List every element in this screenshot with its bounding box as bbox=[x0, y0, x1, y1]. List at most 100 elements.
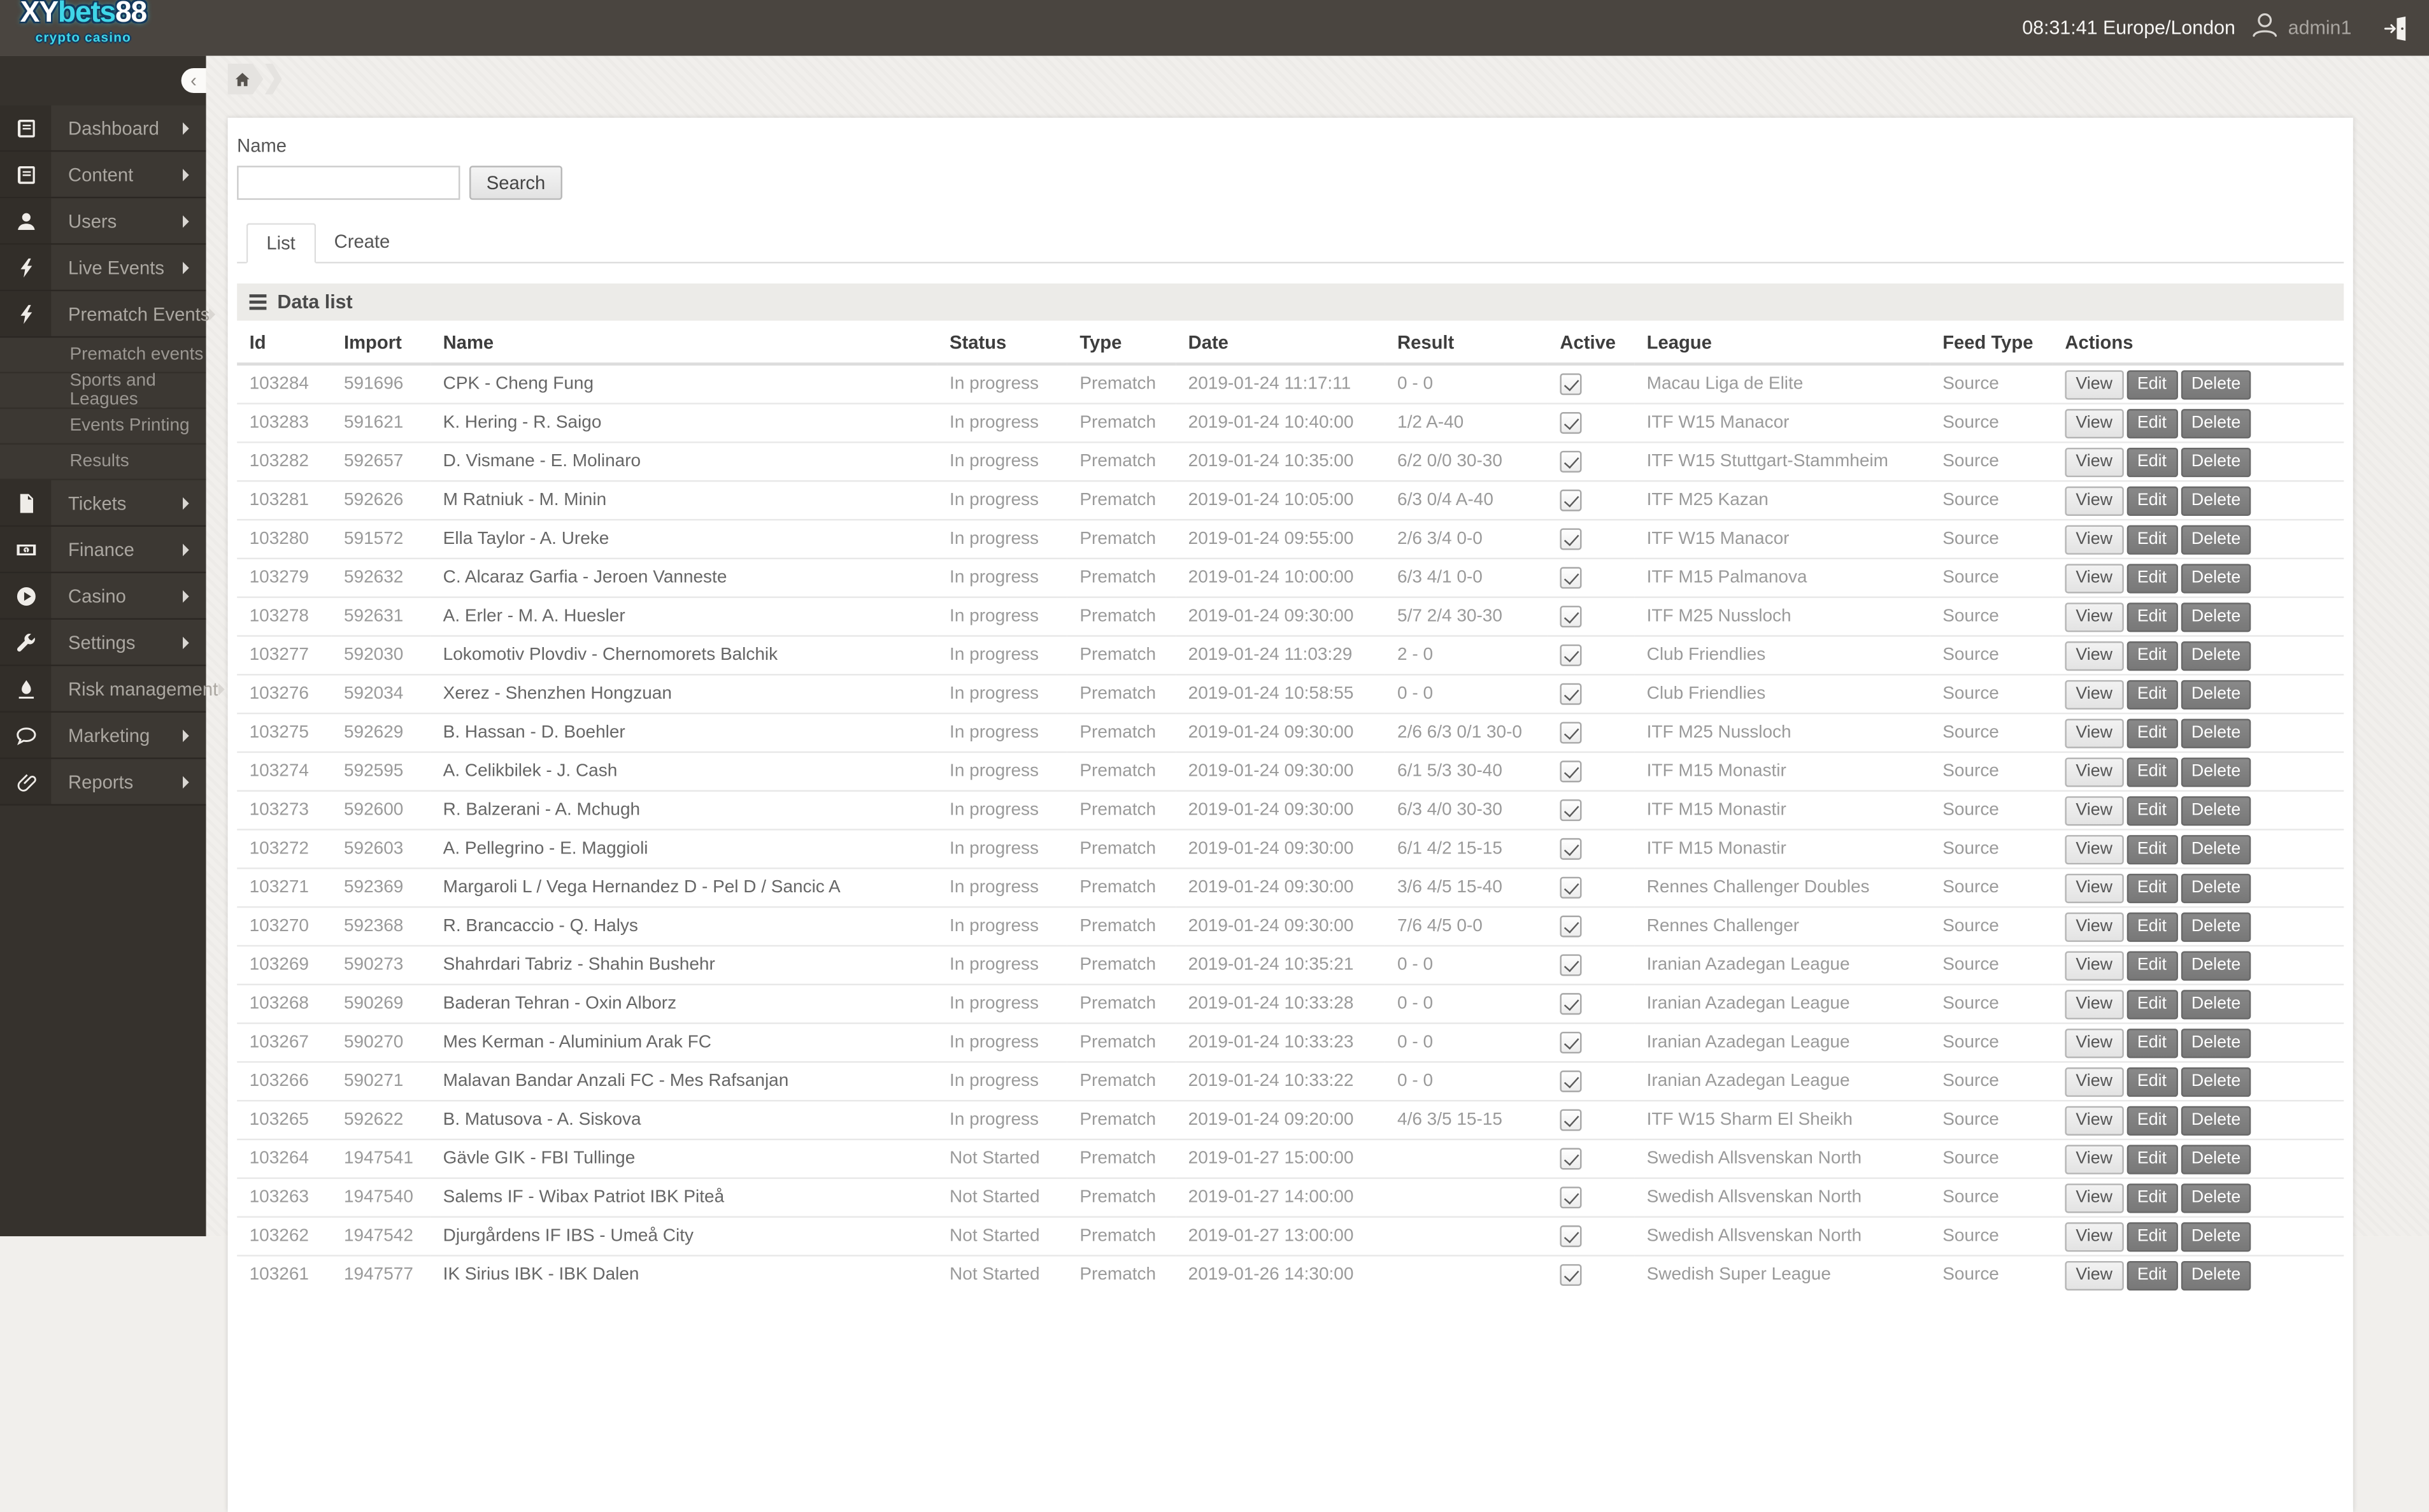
delete-button[interactable]: Delete bbox=[2180, 1221, 2252, 1252]
active-checkbox[interactable] bbox=[1560, 876, 1582, 899]
edit-button[interactable]: Edit bbox=[2126, 679, 2178, 709]
breadcrumb-home-button[interactable] bbox=[227, 63, 264, 95]
delete-button[interactable]: Delete bbox=[2180, 1183, 2252, 1213]
delete-button[interactable]: Delete bbox=[2180, 563, 2252, 593]
delete-button[interactable]: Delete bbox=[2180, 718, 2252, 748]
sidebar-item-finance[interactable]: 1 Finance bbox=[0, 527, 206, 573]
delete-button[interactable]: Delete bbox=[2180, 950, 2252, 980]
tab-list[interactable]: List bbox=[246, 223, 316, 264]
view-button[interactable]: View bbox=[2065, 485, 2123, 515]
sidebar-subitem-sports-and-leagues[interactable]: Sports and Leagues bbox=[0, 372, 206, 410]
view-button[interactable]: View bbox=[2065, 1105, 2123, 1135]
edit-button[interactable]: Edit bbox=[2126, 873, 2178, 902]
active-checkbox[interactable] bbox=[1560, 1225, 1582, 1248]
edit-button[interactable]: Edit bbox=[2126, 834, 2178, 864]
delete-button[interactable]: Delete bbox=[2180, 757, 2252, 787]
delete-button[interactable]: Delete bbox=[2180, 1066, 2252, 1096]
active-checkbox[interactable] bbox=[1560, 1148, 1582, 1170]
username[interactable]: admin1 bbox=[2288, 17, 2352, 39]
sidebar-subitem-results[interactable]: Results bbox=[0, 445, 206, 481]
edit-button[interactable]: Edit bbox=[2126, 601, 2178, 632]
view-button[interactable]: View bbox=[2065, 679, 2123, 709]
edit-button[interactable]: Edit bbox=[2126, 718, 2178, 748]
edit-button[interactable]: Edit bbox=[2126, 640, 2178, 671]
view-button[interactable]: View bbox=[2065, 873, 2123, 902]
delete-button[interactable]: Delete bbox=[2180, 524, 2252, 554]
active-checkbox[interactable] bbox=[1560, 1031, 1582, 1054]
edit-button[interactable]: Edit bbox=[2126, 757, 2178, 787]
view-button[interactable]: View bbox=[2065, 1183, 2123, 1213]
active-checkbox[interactable] bbox=[1560, 1109, 1582, 1131]
active-checkbox[interactable] bbox=[1560, 722, 1582, 744]
delete-button[interactable]: Delete bbox=[2180, 446, 2252, 476]
sidebar-item-content[interactable]: Content bbox=[0, 152, 206, 199]
tab-create[interactable]: Create bbox=[334, 231, 390, 253]
view-button[interactable]: View bbox=[2065, 1027, 2123, 1058]
view-button[interactable]: View bbox=[2065, 1260, 2123, 1290]
view-button[interactable]: View bbox=[2065, 1144, 2123, 1174]
active-checkbox[interactable] bbox=[1560, 993, 1582, 1015]
view-button[interactable]: View bbox=[2065, 795, 2123, 825]
view-button[interactable]: View bbox=[2065, 911, 2123, 941]
delete-button[interactable]: Delete bbox=[2180, 369, 2252, 399]
delete-button[interactable]: Delete bbox=[2180, 679, 2252, 709]
active-checkbox[interactable] bbox=[1560, 760, 1582, 783]
sidebar-item-risk-management[interactable]: Risk management bbox=[0, 666, 225, 713]
edit-button[interactable]: Edit bbox=[2126, 989, 2178, 1019]
delete-button[interactable]: Delete bbox=[2180, 485, 2252, 515]
delete-button[interactable]: Delete bbox=[2180, 408, 2252, 438]
edit-button[interactable]: Edit bbox=[2126, 1260, 2178, 1290]
view-button[interactable]: View bbox=[2065, 757, 2123, 787]
delete-button[interactable]: Delete bbox=[2180, 1260, 2252, 1290]
active-checkbox[interactable] bbox=[1560, 683, 1582, 705]
edit-button[interactable]: Edit bbox=[2126, 1144, 2178, 1174]
view-button[interactable]: View bbox=[2065, 408, 2123, 438]
sidebar-item-tickets[interactable]: Tickets bbox=[0, 480, 206, 527]
edit-button[interactable]: Edit bbox=[2126, 563, 2178, 593]
delete-button[interactable]: Delete bbox=[2180, 1144, 2252, 1174]
sidebar-item-settings[interactable]: Settings bbox=[0, 619, 206, 666]
edit-button[interactable]: Edit bbox=[2126, 911, 2178, 941]
delete-button[interactable]: Delete bbox=[2180, 873, 2252, 902]
edit-button[interactable]: Edit bbox=[2126, 950, 2178, 980]
edit-button[interactable]: Edit bbox=[2126, 1105, 2178, 1135]
view-button[interactable]: View bbox=[2065, 446, 2123, 476]
delete-button[interactable]: Delete bbox=[2180, 640, 2252, 671]
logout-door-icon[interactable] bbox=[2383, 15, 2409, 41]
sidebar-subitem-prematch-events[interactable]: Prematch events bbox=[0, 338, 206, 374]
delete-button[interactable]: Delete bbox=[2180, 1027, 2252, 1058]
view-button[interactable]: View bbox=[2065, 989, 2123, 1019]
active-checkbox[interactable] bbox=[1560, 528, 1582, 550]
sidebar-item-casino[interactable]: Casino bbox=[0, 573, 206, 620]
view-button[interactable]: View bbox=[2065, 524, 2123, 554]
view-button[interactable]: View bbox=[2065, 369, 2123, 399]
view-button[interactable]: View bbox=[2065, 563, 2123, 593]
view-button[interactable]: View bbox=[2065, 718, 2123, 748]
active-checkbox[interactable] bbox=[1560, 450, 1582, 473]
active-checkbox[interactable] bbox=[1560, 373, 1582, 396]
delete-button[interactable]: Delete bbox=[2180, 834, 2252, 864]
delete-button[interactable]: Delete bbox=[2180, 601, 2252, 632]
active-checkbox[interactable] bbox=[1560, 1264, 1582, 1286]
delete-button[interactable]: Delete bbox=[2180, 989, 2252, 1019]
brand-logo[interactable]: XYbets88 crypto casino bbox=[20, 0, 148, 49]
active-checkbox[interactable] bbox=[1560, 838, 1582, 860]
active-checkbox[interactable] bbox=[1560, 489, 1582, 511]
sidebar-item-live-events[interactable]: Live Events bbox=[0, 245, 206, 292]
sidebar-subitem-events-printing[interactable]: Events Printing bbox=[0, 409, 206, 445]
search-button[interactable]: Search bbox=[469, 166, 563, 200]
edit-button[interactable]: Edit bbox=[2126, 485, 2178, 515]
view-button[interactable]: View bbox=[2065, 1221, 2123, 1252]
sidebar-item-reports[interactable]: Reports bbox=[0, 759, 206, 806]
view-button[interactable]: View bbox=[2065, 640, 2123, 671]
edit-button[interactable]: Edit bbox=[2126, 446, 2178, 476]
sidebar-item-dashboard[interactable]: Dashboard bbox=[0, 105, 206, 152]
active-checkbox[interactable] bbox=[1560, 1070, 1582, 1092]
delete-button[interactable]: Delete bbox=[2180, 795, 2252, 825]
active-checkbox[interactable] bbox=[1560, 606, 1582, 628]
active-checkbox[interactable] bbox=[1560, 644, 1582, 666]
edit-button[interactable]: Edit bbox=[2126, 1221, 2178, 1252]
view-button[interactable]: View bbox=[2065, 834, 2123, 864]
name-search-input[interactable] bbox=[237, 166, 460, 200]
edit-button[interactable]: Edit bbox=[2126, 524, 2178, 554]
